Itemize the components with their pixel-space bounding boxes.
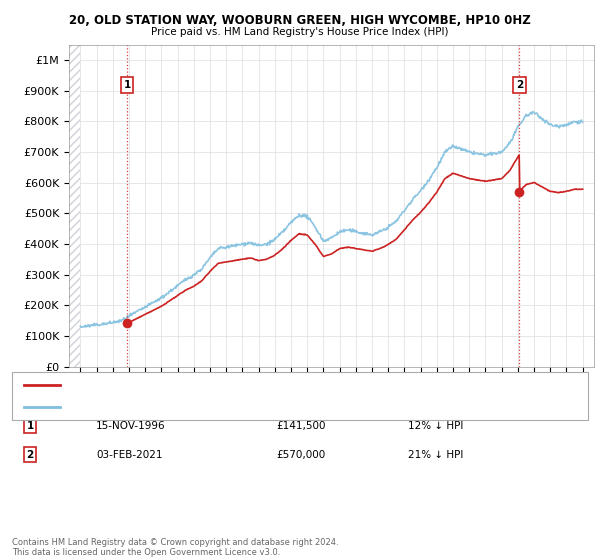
Text: 2: 2 xyxy=(26,450,34,460)
Text: 1: 1 xyxy=(26,421,34,431)
Text: 03-FEB-2021: 03-FEB-2021 xyxy=(96,450,163,460)
Text: HPI: Average price, detached house, Buckinghamshire: HPI: Average price, detached house, Buck… xyxy=(72,402,338,412)
Text: 12% ↓ HPI: 12% ↓ HPI xyxy=(408,421,463,431)
Text: £570,000: £570,000 xyxy=(276,450,325,460)
Text: 15-NOV-1996: 15-NOV-1996 xyxy=(96,421,166,431)
Text: Contains HM Land Registry data © Crown copyright and database right 2024.
This d: Contains HM Land Registry data © Crown c… xyxy=(12,538,338,557)
Text: £141,500: £141,500 xyxy=(276,421,325,431)
Text: 20, OLD STATION WAY, WOOBURN GREEN, HIGH WYCOMBE, HP10 0HZ: 20, OLD STATION WAY, WOOBURN GREEN, HIGH… xyxy=(69,14,531,27)
Text: 2: 2 xyxy=(515,80,523,90)
Text: 1: 1 xyxy=(124,80,131,90)
Text: Price paid vs. HM Land Registry's House Price Index (HPI): Price paid vs. HM Land Registry's House … xyxy=(151,27,449,37)
Text: 20, OLD STATION WAY, WOOBURN GREEN, HIGH WYCOMBE, HP10 0HZ (detached house: 20, OLD STATION WAY, WOOBURN GREEN, HIGH… xyxy=(72,380,502,390)
Text: 21% ↓ HPI: 21% ↓ HPI xyxy=(408,450,463,460)
